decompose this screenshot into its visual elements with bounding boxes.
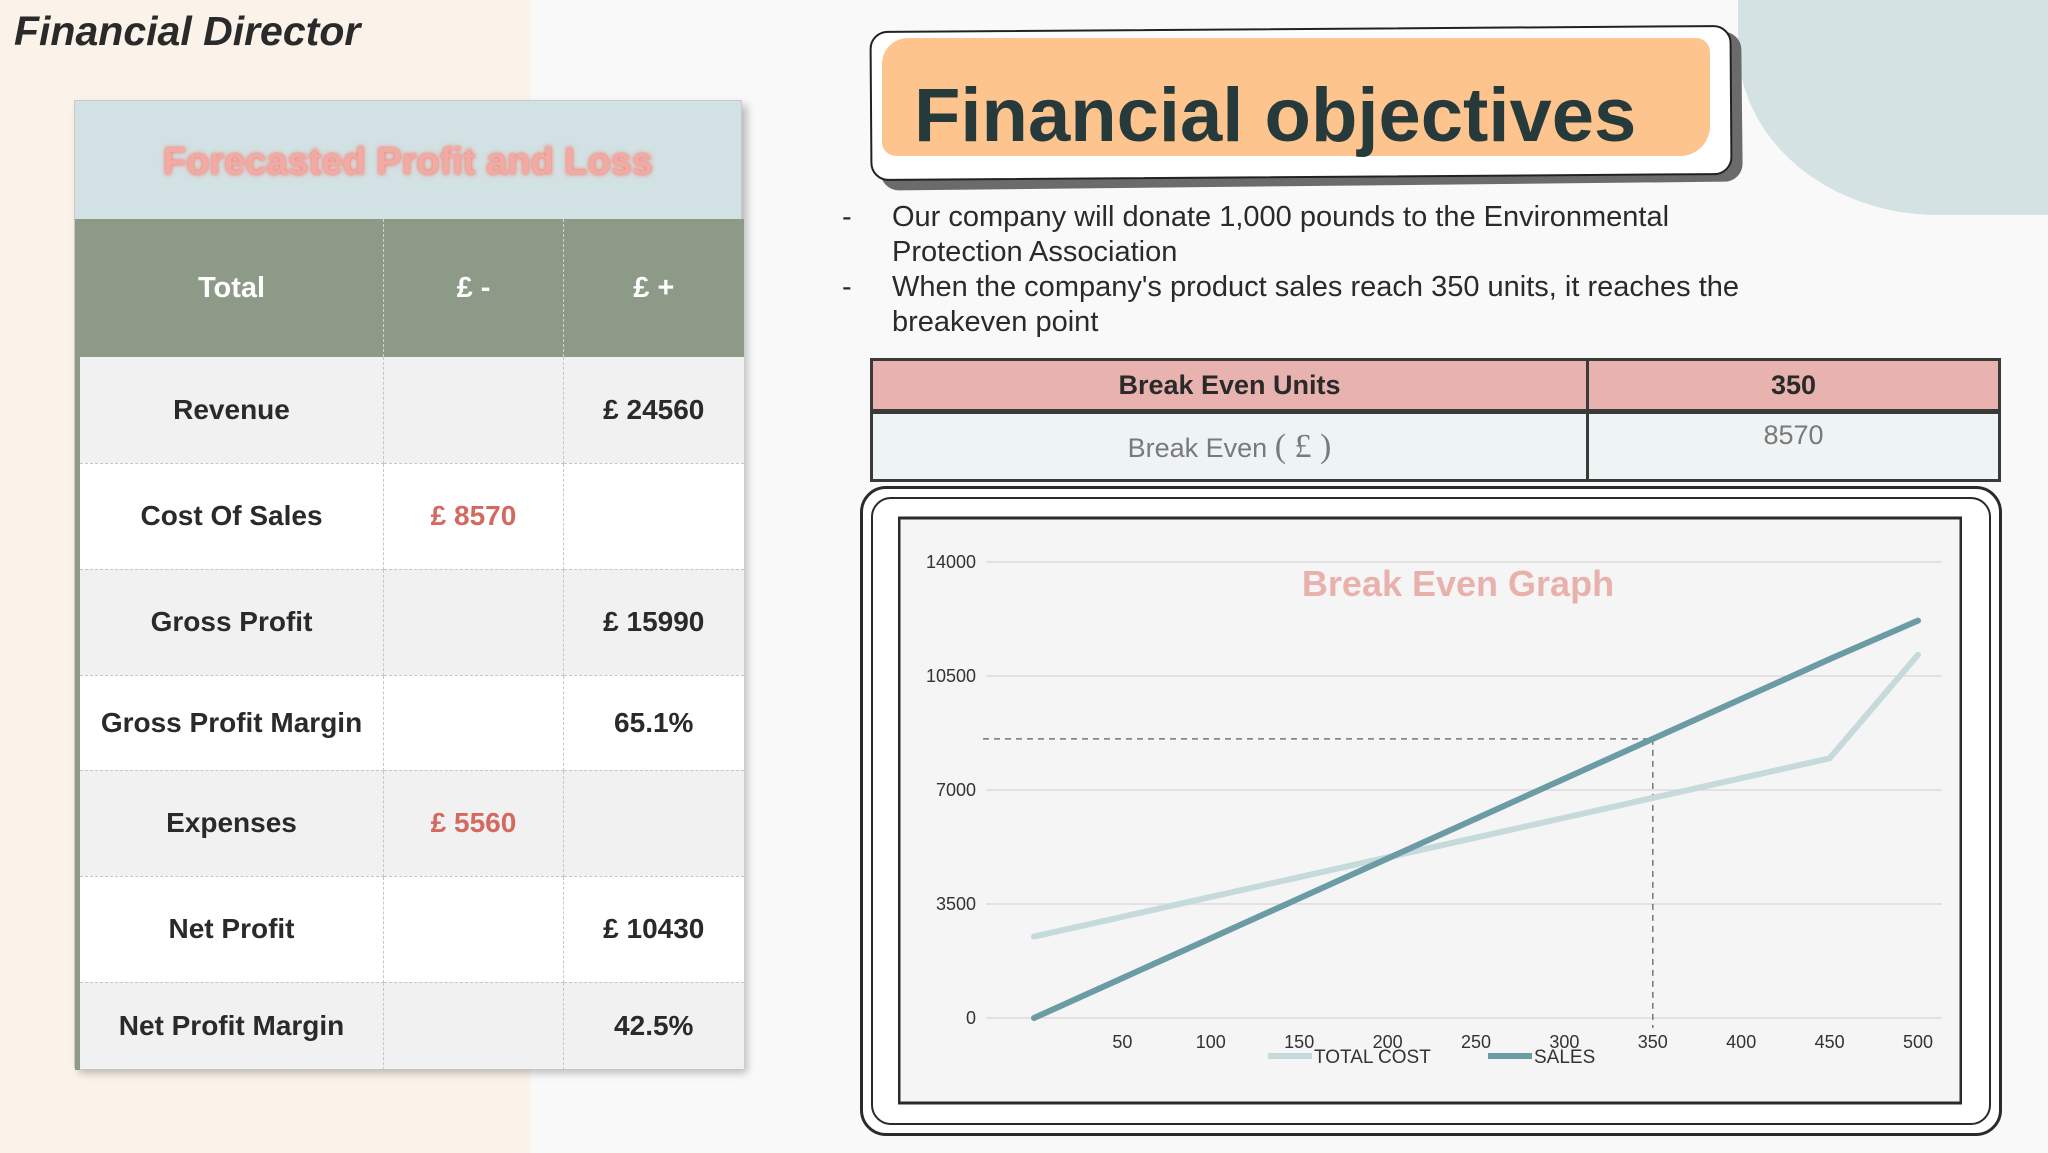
row-label: Gross Profit — [77, 569, 384, 676]
profit-loss-card: Forecasted Profit and Loss Total £ - £ +… — [74, 100, 744, 1070]
table-row: Cost Of Sales £ 8570 — [77, 463, 744, 570]
x-tick-label: 150 — [1284, 1032, 1314, 1052]
chart-grid — [986, 561, 1942, 1019]
table-row: Net Profit £ 10430 — [77, 876, 744, 983]
x-tick-label: 500 — [1903, 1032, 1933, 1052]
x-tick-label: 250 — [1461, 1032, 1491, 1052]
minus-cell — [383, 675, 564, 771]
y-tick-label: 7000 — [936, 780, 976, 800]
table-row: Break Even ( £ ) 8570 — [870, 409, 2001, 482]
minus-cell — [383, 357, 564, 464]
chart-title: Break Even Graph — [1302, 563, 1614, 604]
bullet-dash: - — [842, 271, 852, 303]
x-tick-label: 100 — [1196, 1032, 1226, 1052]
minus-cell — [383, 876, 564, 983]
legend-label: SALES — [1534, 1047, 1595, 1068]
banner-fill — [882, 38, 1710, 156]
profit-loss-table: Total £ - £ + Revenue £ 24560 Cost Of Sa… — [75, 219, 744, 1070]
row-label: Net Profit Margin — [77, 982, 384, 1070]
minus-cell — [383, 982, 564, 1070]
x-tick-label: 400 — [1726, 1032, 1756, 1052]
minus-cell: £ 8570 — [383, 463, 564, 570]
series-line-sales — [1031, 617, 1921, 1021]
objectives-list: - Our company will donate 1,000 pounds to… — [842, 200, 1742, 340]
plus-cell — [563, 463, 744, 570]
list-item: - Our company will donate 1,000 pounds to… — [842, 200, 1742, 270]
break-even-table: Break Even Units 350 Break Even ( £ ) 85… — [870, 358, 2001, 482]
table-row: Gross Profit Margin 65.1% — [77, 675, 744, 771]
table-row: Net Profit Margin 42.5% — [77, 982, 744, 1070]
bullet-text: Our company will donate 1,000 pounds to … — [892, 201, 1670, 268]
x-tick-label: 200 — [1373, 1032, 1403, 1052]
column-header-plus: £ + — [563, 219, 744, 357]
x-tick-label: 300 — [1549, 1032, 1579, 1052]
role-title: Financial Director — [14, 8, 361, 54]
legend-label: TOTAL COST — [1314, 1047, 1431, 1068]
table-row: Expenses £ 5560 — [77, 770, 744, 877]
plus-cell: 65.1% — [563, 675, 744, 771]
table-row: Gross Profit £ 15990 — [77, 569, 744, 676]
break-even-chart: 0 3500 7000 10500 14000 50 100 150 200 250 300 350… — [898, 516, 1962, 1105]
table-header-row: Total £ - £ + — [77, 219, 744, 357]
series-line-total-cost — [1031, 651, 1921, 940]
x-axis-ticks: 50 100 150 200 250 300 350 400 450 500 — [1112, 1032, 1933, 1052]
y-axis-ticks: 0 3500 7000 10500 14000 — [926, 552, 976, 1028]
x-tick-label: 350 — [1638, 1032, 1668, 1052]
bullet-dash: - — [842, 201, 852, 233]
row-label: Gross Profit Margin — [77, 675, 384, 771]
profit-loss-title: Forecasted Profit and Loss — [163, 141, 653, 183]
x-tick-label: 450 — [1815, 1032, 1845, 1052]
y-tick-label: 0 — [966, 1008, 976, 1028]
break-even-guides — [983, 738, 1654, 1028]
plus-cell: 42.5% — [563, 982, 744, 1070]
break-even-value: 8570 — [1586, 409, 2001, 482]
row-label: Cost Of Sales — [77, 463, 384, 570]
plus-cell: £ 24560 — [563, 357, 744, 464]
decorative-blob — [1738, 0, 2048, 215]
row-label: Net Profit — [77, 876, 384, 983]
plus-cell — [563, 770, 744, 877]
y-tick-label: 10500 — [926, 666, 976, 686]
chart-frame-inner — [871, 497, 1991, 1125]
chart-series — [1031, 617, 1921, 1021]
column-header-minus: £ - — [383, 219, 564, 357]
break-even-label-text: Break Even — [1127, 432, 1268, 463]
plus-cell: £ 15990 — [563, 569, 744, 676]
table-row: Break Even Units 350 — [870, 358, 2001, 413]
minus-cell: £ 5560 — [383, 770, 564, 877]
break-even-value-label: Break Even ( £ ) — [870, 409, 1589, 482]
y-tick-label: 14000 — [926, 552, 976, 572]
list-item: - When the company's product sales reach … — [842, 270, 1742, 340]
row-label: Revenue — [77, 357, 384, 464]
currency-paren: ( £ ) — [1274, 427, 1332, 465]
break-even-units-label: Break Even Units — [870, 358, 1589, 413]
bullet-text: When the company's product sales reach 3… — [892, 271, 1740, 338]
objectives-banner: Financial objectives — [869, 24, 1743, 191]
x-tick-label: 50 — [1112, 1032, 1132, 1052]
break-even-units-value: 350 — [1586, 358, 2001, 413]
table-row: Revenue £ 24560 — [77, 357, 744, 464]
row-label: Expenses — [77, 770, 384, 877]
column-header-total: Total — [77, 219, 384, 357]
y-tick-label: 3500 — [936, 894, 976, 914]
plus-cell: £ 10430 — [563, 876, 744, 983]
profit-loss-header: Forecasted Profit and Loss — [75, 101, 741, 219]
objectives-title: Financial objectives — [914, 73, 1637, 158]
minus-cell — [383, 569, 564, 676]
chart-legend: TOTAL COST SALES — [1268, 1047, 1595, 1068]
chart-plot-area — [898, 516, 1962, 1105]
